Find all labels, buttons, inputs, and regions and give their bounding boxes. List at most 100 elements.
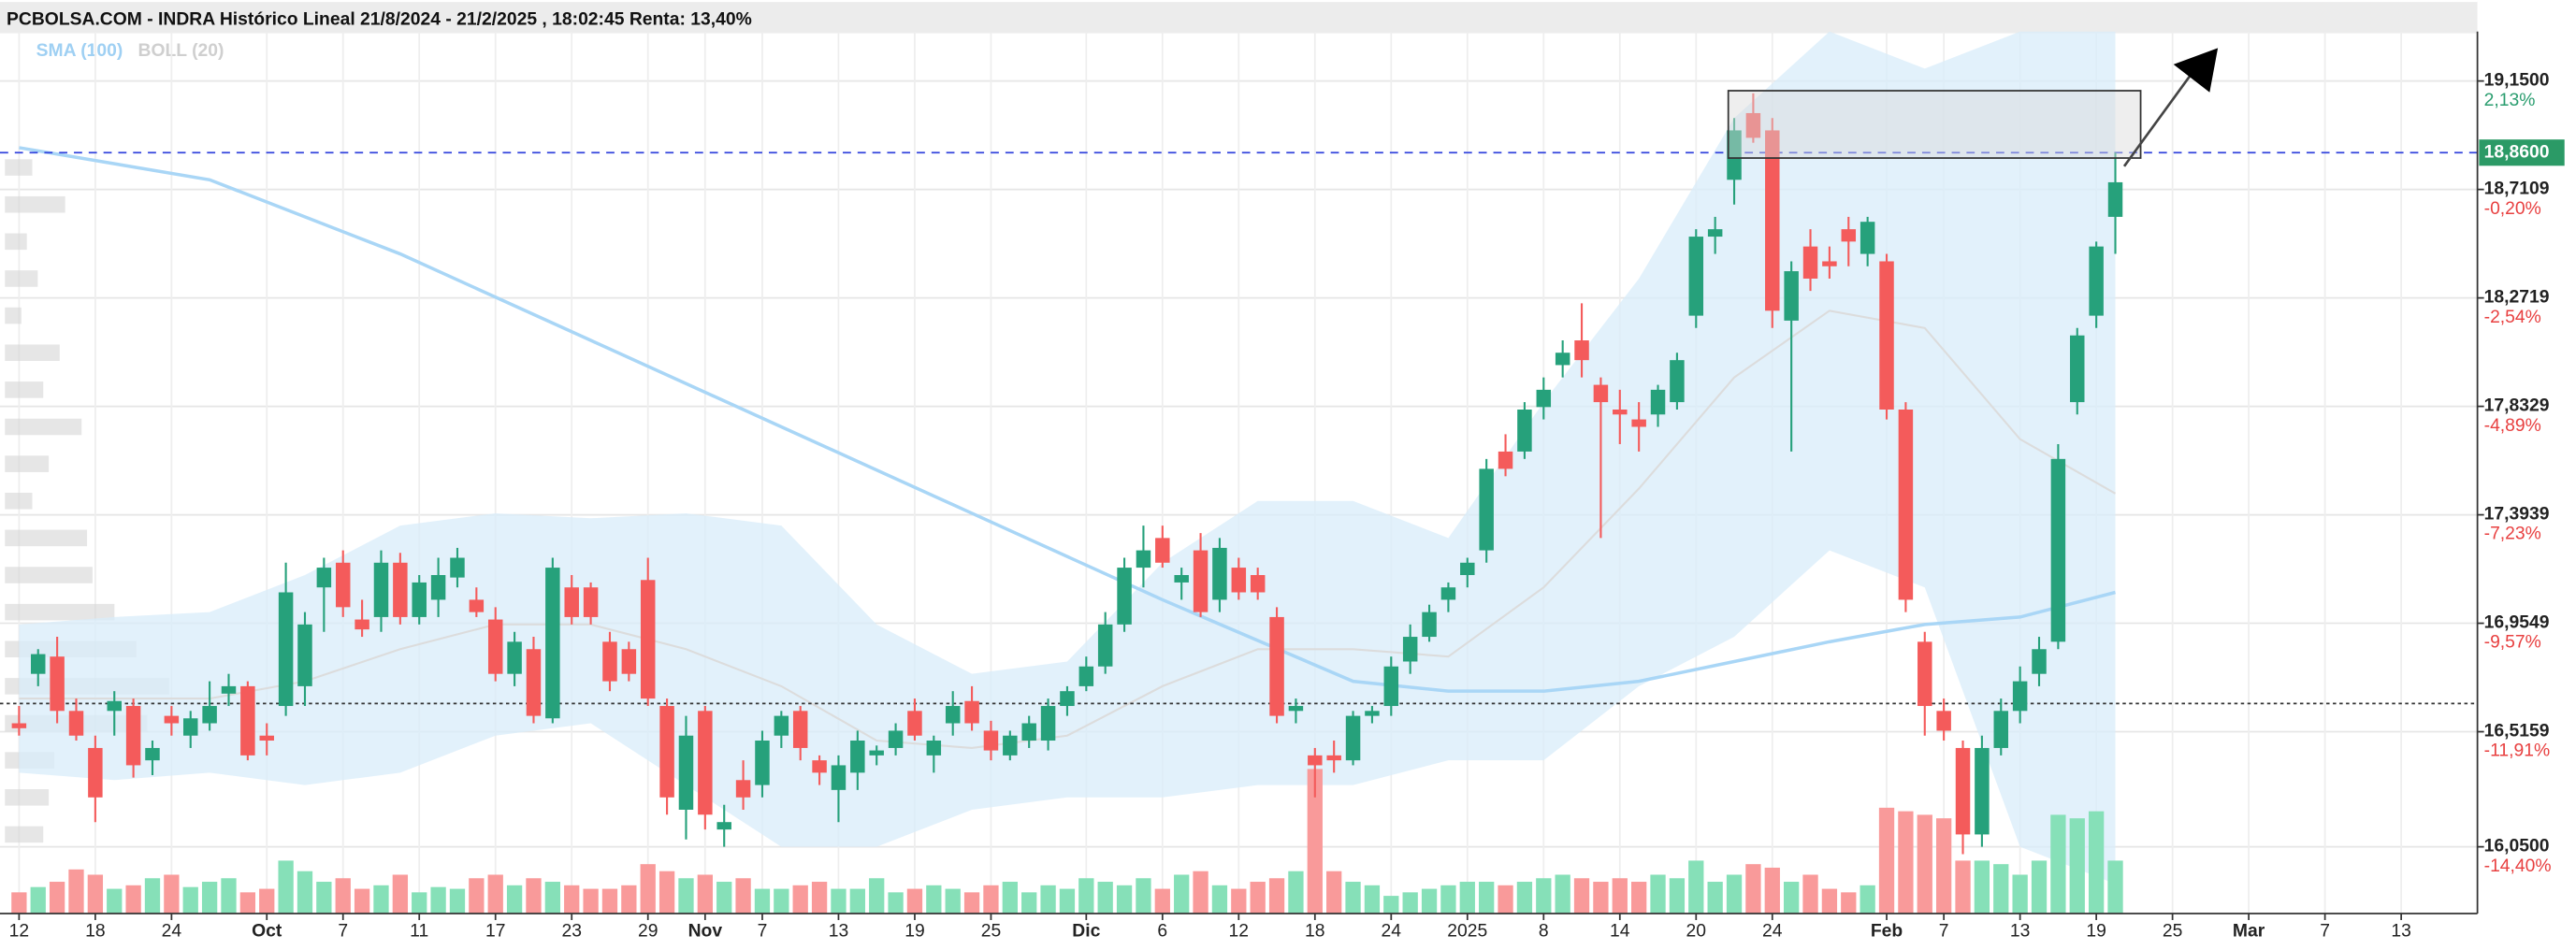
chart-title: PCBOLSA.COM - INDRA Histórico Lineal 21/… — [7, 10, 752, 30]
candle-body — [1040, 706, 1056, 741]
volume-profile-bar — [5, 603, 115, 621]
candle-body — [1136, 550, 1151, 569]
candle-body — [640, 580, 656, 699]
candle-body — [2107, 181, 2123, 217]
volume-bar — [259, 888, 275, 914]
x-tick-label: 23 — [561, 921, 581, 941]
volume-profile-bar — [5, 233, 27, 251]
candle-body — [1174, 575, 1189, 583]
annotation-arrow — [2122, 75, 2192, 167]
volume-bar — [583, 888, 599, 914]
volume-bar — [373, 885, 389, 914]
y-tick-label: 16,9549 — [2484, 613, 2550, 633]
volume-bar — [1745, 864, 1761, 914]
candle-body — [1593, 384, 1609, 403]
sma-line — [19, 146, 2116, 693]
x-tick-label: 19 — [2086, 921, 2106, 941]
candle-body — [888, 730, 904, 748]
candle-body — [1003, 735, 1018, 756]
volume-bar — [1421, 888, 1438, 914]
volume-bar — [1516, 882, 1533, 914]
plot — [0, 31, 2478, 914]
volume-bar — [2069, 818, 2085, 914]
candle-body — [621, 649, 637, 674]
candle-body — [659, 706, 674, 798]
candle-body — [1345, 715, 1361, 761]
volume-bar — [2012, 874, 2028, 914]
volume-bar — [430, 886, 446, 914]
candle-body — [1688, 237, 1704, 316]
volume-bar — [1498, 885, 1513, 914]
candle-body — [1975, 747, 1990, 835]
candle-body — [945, 706, 961, 724]
volume-bar — [1383, 896, 1399, 914]
candle-body — [202, 706, 217, 724]
candle-body — [1097, 624, 1113, 667]
candle-body — [1326, 755, 1341, 761]
candle-body — [1193, 550, 1208, 612]
volume-bar — [1116, 885, 1133, 914]
candle-body — [50, 656, 65, 712]
candle-body — [1841, 229, 1857, 242]
volume-bar — [1040, 885, 1056, 914]
volume-bar — [1402, 892, 1418, 914]
volume-bar — [1250, 882, 1266, 914]
volume-bar — [1917, 814, 1932, 914]
volume-bar — [640, 864, 656, 914]
candle-body — [1784, 271, 1799, 321]
volume-profile-bar — [5, 492, 33, 510]
candle-body — [164, 715, 180, 724]
x-tick-label: 13 — [829, 921, 848, 941]
candle-body — [1308, 755, 1323, 766]
candle-body — [1440, 587, 1456, 600]
volume-bar — [354, 888, 370, 914]
volume-bar — [1784, 882, 1800, 914]
volume-profile-bar — [5, 270, 38, 287]
x-tick-label: 11 — [410, 921, 428, 941]
volume-bar — [49, 882, 65, 914]
title-bar — [0, 2, 2478, 34]
volume-bar — [792, 885, 808, 914]
volume-bar — [449, 888, 466, 914]
candle-body — [412, 582, 427, 617]
volume-bar — [1136, 878, 1151, 914]
last-price-badge — [2479, 139, 2565, 166]
candle-body — [2070, 335, 2085, 403]
bollinger-band — [19, 31, 2116, 885]
x-tick-label: 14 — [1610, 921, 1630, 941]
volume-bar — [1059, 888, 1076, 914]
candle-body — [926, 741, 942, 756]
volume-profile-bar — [5, 418, 82, 436]
candle-body — [1860, 222, 1875, 254]
volume-bar — [601, 888, 618, 914]
candle-body — [1802, 246, 1818, 279]
volume-bar — [1536, 878, 1552, 914]
volume-bar — [963, 892, 980, 914]
x-tick-label: 2025 — [1447, 921, 1487, 941]
volume-bar — [906, 888, 923, 914]
legend-boll: BOLL (20) — [138, 41, 224, 61]
volume-bar — [1288, 871, 1304, 914]
x-tick-label: 24 — [1762, 921, 1783, 941]
volume-bar — [945, 888, 961, 914]
volume-bar — [1688, 860, 1704, 914]
candle-body — [297, 624, 312, 686]
y-tick-label: 16,5159 — [2484, 722, 2550, 741]
y-tick-change: -2,54% — [2484, 308, 2541, 327]
volume-bar — [564, 885, 580, 914]
volume-bar — [526, 878, 542, 914]
volume-bar — [335, 878, 351, 914]
x-tick-label: Oct — [252, 921, 282, 941]
x-tick-label: 13 — [2391, 921, 2410, 941]
candle-body — [812, 760, 827, 773]
candle-body — [564, 587, 579, 617]
volume-bar — [30, 886, 46, 914]
candle-body — [678, 735, 694, 810]
x-tick-label: 8 — [1539, 921, 1549, 941]
volume-bar — [1878, 807, 1895, 914]
candle-body — [2032, 649, 2047, 674]
volume-bar — [774, 888, 789, 914]
y-tick-change: -7,23% — [2484, 525, 2541, 544]
candle-body — [1993, 711, 2009, 748]
x-tick-label: 13 — [2010, 921, 2030, 941]
